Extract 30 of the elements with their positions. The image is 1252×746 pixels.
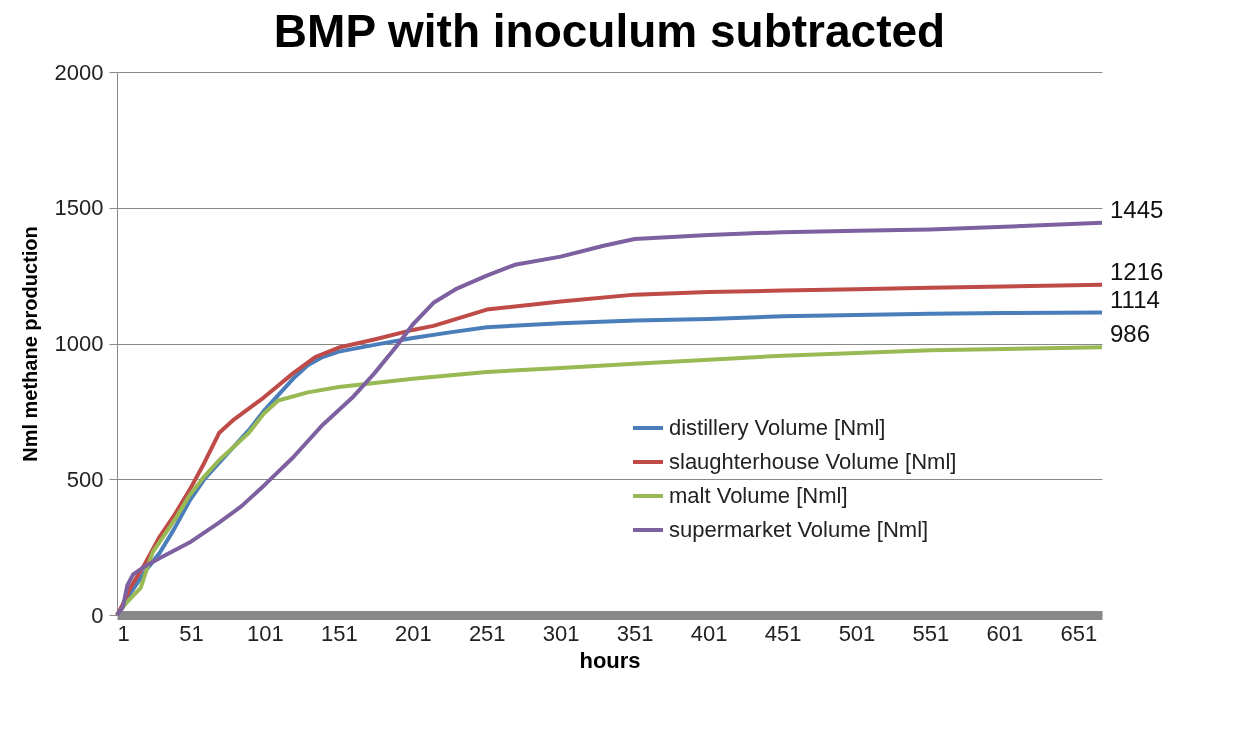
- x-axis-title: hours: [579, 647, 641, 673]
- x-tick-label: 451: [764, 620, 802, 646]
- x-tick-label: 501: [838, 620, 876, 646]
- x-tick-label: 201: [394, 620, 432, 646]
- x-tick-label: 251: [468, 620, 506, 646]
- x-tick-label: 151: [320, 620, 358, 646]
- x-tick-label: 651: [1060, 620, 1098, 646]
- x-tick-label: 601: [986, 620, 1024, 646]
- chart-title: BMP with inoculum subtracted: [273, 5, 946, 57]
- data-label: 1114: [1110, 285, 1160, 313]
- x-tick-label: 351: [616, 620, 654, 646]
- y-tick-label: 500: [66, 466, 104, 492]
- data-label: 986: [1110, 320, 1151, 348]
- y-tick-label: 2000: [54, 59, 104, 85]
- x-tick-label: 101: [247, 620, 284, 646]
- y-tick-label: 0: [91, 602, 104, 628]
- data-label: 1216: [1110, 257, 1164, 285]
- x-tick-label: 1: [117, 620, 130, 646]
- y-tick-label: 1500: [54, 195, 104, 221]
- legend-label: malt Volume [Nml]: [669, 483, 848, 508]
- legend-label: supermarket Volume [Nml]: [669, 517, 929, 542]
- x-tick-label: 551: [912, 620, 950, 646]
- y-tick-label: 1000: [54, 331, 104, 356]
- legend-label: distillery Volume [Nml]: [669, 415, 886, 440]
- x-tick-label: 51: [179, 620, 204, 646]
- data-label: 1445: [1110, 195, 1164, 223]
- x-tick-label: 401: [690, 620, 728, 646]
- x-tick-label: 301: [542, 620, 580, 646]
- legend-label: slaughterhouse Volume [Nml]: [669, 449, 957, 474]
- y-axis-title: Nml methane production: [18, 226, 41, 462]
